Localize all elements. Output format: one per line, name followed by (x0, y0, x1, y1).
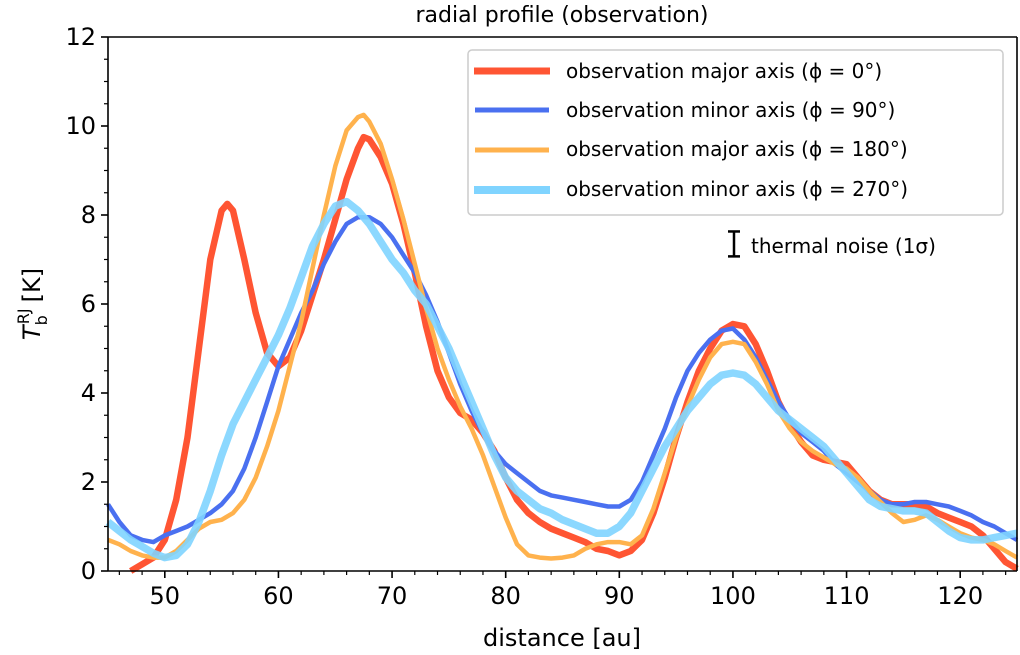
x-tick-label: 90 (604, 582, 635, 610)
legend: observation major axis (ϕ = 0°) observat… (467, 49, 1004, 216)
thermal-noise-annotation: thermal noise (1σ) (728, 230, 936, 258)
y-tick-label: 2 (81, 468, 96, 496)
legend-label-3: observation minor axis (ϕ = 270°) (566, 177, 908, 201)
thermal-noise-label: thermal noise (1σ) (751, 234, 936, 258)
x-tick-label: 100 (710, 582, 756, 610)
x-tick-label: 60 (263, 582, 294, 610)
legend-frame (467, 49, 1004, 216)
x-tick-label: 50 (150, 582, 181, 610)
axes-layer: 50 60 70 80 90 100 110 120 0 2 4 6 8 10 12 (65, 23, 1018, 610)
legend-label-2: observation major axis (ϕ = 180°) (566, 137, 908, 161)
series-line-3 (105, 197, 1018, 562)
x-tick-label: 110 (824, 582, 870, 610)
y-tick-label: 0 (81, 557, 96, 585)
y-axis-label: TbRJ[K] (14, 268, 51, 340)
y-tick-label: 4 (81, 379, 96, 407)
y-tick-label: 10 (65, 112, 96, 140)
x-axis-label: distance [au] (483, 624, 641, 652)
chart-title: radial profile (observation) (416, 3, 709, 28)
legend-label-1: observation minor axis (ϕ = 90°) (566, 98, 895, 122)
series-line-2 (107, 112, 1019, 561)
y-tick-label: 6 (81, 290, 96, 318)
y-tick-label: 12 (65, 23, 96, 51)
y-tick-label: 8 (81, 201, 96, 229)
x-tick-label: 70 (377, 582, 408, 610)
legend-label-0: observation major axis (ϕ = 0°) (566, 59, 882, 83)
x-tick-label: 120 (937, 582, 983, 610)
series-layer (105, 112, 1019, 574)
x-tick-label: 80 (490, 582, 521, 610)
